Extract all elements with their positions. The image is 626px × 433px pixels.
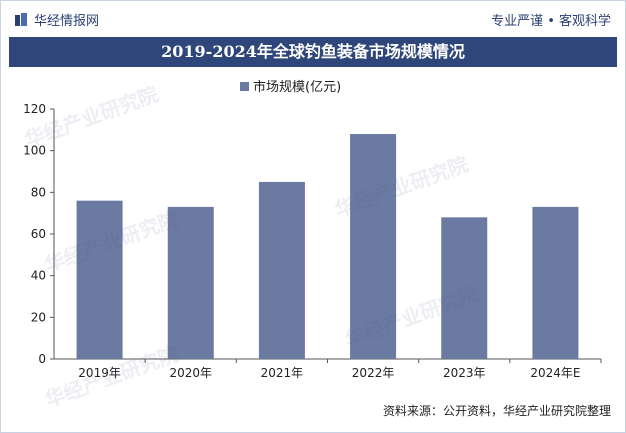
chart-title: 2019-2024年全球钓鱼装备市场规模情况 bbox=[9, 37, 617, 67]
y-tick-label: 20 bbox=[31, 310, 46, 324]
bar bbox=[167, 206, 214, 359]
y-tick-label: 100 bbox=[23, 144, 46, 158]
brand-name: 华经情报网 bbox=[34, 14, 100, 29]
bar bbox=[76, 200, 123, 359]
x-tick-label: 2023年 bbox=[443, 366, 486, 380]
y-tick-label: 40 bbox=[31, 269, 46, 283]
legend-label: 市场规模(亿元) bbox=[253, 79, 341, 95]
top-bar: 华经情报网 专业严谨 • 客观科学 bbox=[1, 1, 625, 35]
legend-swatch bbox=[240, 82, 249, 91]
bar bbox=[441, 217, 488, 359]
source-note: 资料来源：公开资料，华经产业研究院整理 bbox=[382, 404, 611, 418]
x-tick-label: 2022年 bbox=[352, 366, 395, 380]
brand[interactable]: 华经情报网 bbox=[15, 10, 99, 29]
x-tick-label: 2024年E bbox=[530, 366, 580, 380]
y-tick-label: 60 bbox=[31, 227, 46, 241]
y-tick-label: 120 bbox=[23, 102, 46, 116]
bar bbox=[258, 181, 305, 359]
bar-chart: 市场规模(亿元) 0 20 40 60 80 100 120 2019年 2020年 2021年 20… bbox=[23, 79, 602, 380]
bar bbox=[350, 134, 397, 359]
legend: 市场规模(亿元) bbox=[240, 79, 341, 95]
y-tick-label: 80 bbox=[31, 185, 46, 199]
x-tick-label: 2020年 bbox=[169, 366, 212, 380]
bar bbox=[532, 206, 579, 359]
x-tick-label: 2021年 bbox=[261, 366, 304, 380]
y-tick-label: 0 bbox=[38, 352, 46, 366]
slogan: 专业严谨 • 客观科学 bbox=[491, 14, 611, 29]
x-tick-label: 2019年 bbox=[78, 366, 121, 380]
brand-logo-icon bbox=[15, 13, 28, 26]
